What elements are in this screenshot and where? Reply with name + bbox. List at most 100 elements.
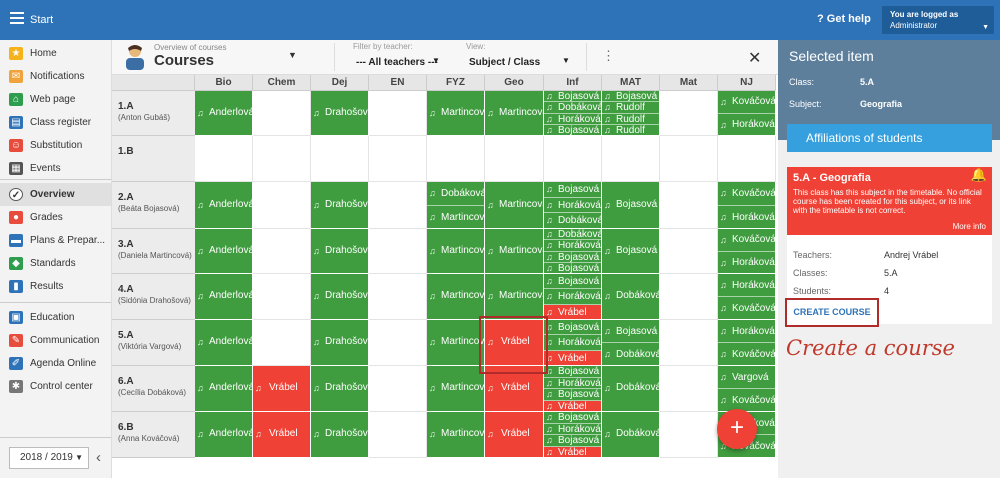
column-header[interactable]: NJ (718, 75, 776, 91)
course-cell[interactable]: ♫ Drahošová (311, 229, 369, 274)
view-select[interactable]: Subject / Class (469, 57, 541, 68)
course-cell[interactable]: ♫ Bojasová ♫ Horáková ♫ Vrábel (544, 320, 602, 366)
column-header[interactable]: Mat (660, 75, 718, 91)
teacher-entry[interactable]: ♫ Horáková (718, 252, 775, 274)
course-cell[interactable]: ♫ Dobáková (602, 274, 660, 320)
course-cell[interactable] (253, 229, 311, 274)
course-cell[interactable] (253, 274, 311, 320)
course-cell[interactable]: ♫ Martincová (427, 366, 485, 412)
teacher-entry[interactable]: ♫ Bojasová (544, 182, 601, 198)
course-cell[interactable]: ♫ Bojasová ♫ Dobáková (602, 320, 660, 366)
course-cell[interactable] (660, 412, 718, 458)
sidebar-item-education[interactable]: ▣ Education (0, 306, 111, 329)
teacher-entry[interactable]: ♫ Horáková (544, 114, 601, 125)
course-cell[interactable]: ♫ Dobáková ♫ Martincová (427, 182, 485, 229)
course-cell[interactable]: ♫ Anderlová (195, 229, 253, 274)
course-cell[interactable]: ♫ Vrábel (253, 412, 311, 458)
column-header[interactable]: Chem (253, 75, 311, 91)
column-header[interactable]: Bio (195, 75, 253, 91)
course-cell[interactable]: ♫ Horáková ♫ Kováčová (718, 274, 776, 320)
course-cell[interactable]: ♫ Drahošová (311, 274, 369, 320)
teacher-entry[interactable]: ♫ Bojasová (544, 366, 601, 378)
sidebar-item-class-register[interactable]: ▤ Class register (0, 111, 111, 134)
sidebar-item-home[interactable]: ★ Home (0, 42, 111, 65)
course-cell[interactable]: ♫ Drahošová (311, 182, 369, 229)
course-cell[interactable]: ♫ Vargová ♫ Kováčová (718, 366, 776, 412)
course-cell[interactable] (660, 320, 718, 366)
teacher-entry[interactable]: ♫ Dobáková (544, 213, 601, 228)
course-cell[interactable]: ♫ Martincová (485, 91, 544, 136)
course-cell[interactable] (369, 182, 427, 229)
user-menu[interactable]: You are logged as Administrator ▼ (882, 6, 994, 34)
teacher-entry[interactable]: ♫ Bojasová (602, 320, 659, 343)
course-cell[interactable] (253, 136, 311, 182)
course-cell[interactable] (544, 136, 602, 182)
teacher-entry[interactable]: ♫ Vrábel (544, 446, 601, 457)
teacher-entry[interactable]: ♫ Bojasová (544, 252, 601, 263)
column-header[interactable]: MAT (602, 75, 660, 91)
sidebar-item-communication[interactable]: ✎ Communication (0, 329, 111, 352)
teacher-entry[interactable]: ♫ Horáková (544, 424, 601, 435)
course-cell[interactable] (660, 91, 718, 136)
column-header[interactable]: EN (369, 75, 427, 91)
teacher-entry[interactable]: ♫ Horáková (544, 335, 601, 351)
add-course-button[interactable]: + (717, 409, 757, 449)
class-row-header[interactable]: 2.A (Beáta Bojasová) (112, 182, 195, 229)
teacher-entry[interactable]: ♫ Bojasová (544, 389, 601, 401)
teacher-entry[interactable]: ♫ Horáková (544, 289, 601, 305)
course-cell[interactable] (369, 366, 427, 412)
teacher-entry[interactable]: ♫ Kováčová (718, 389, 775, 411)
collapse-sidebar-icon[interactable]: ‹ (96, 449, 101, 466)
teacher-entry[interactable]: ♫ Vrábel (544, 304, 601, 319)
course-cell[interactable]: ♫ Anderlová (195, 91, 253, 136)
course-cell[interactable]: ♫ Martincová (427, 274, 485, 320)
course-cell[interactable] (195, 136, 253, 182)
teacher-entry[interactable]: ♫ Dobáková (544, 229, 601, 241)
sidebar-item-plans-prepar[interactable]: ▬ Plans & Prepar... (0, 229, 111, 252)
sidebar-item-notifications[interactable]: ✉ Notifications (0, 65, 111, 88)
teacher-entry[interactable]: ♫ Bojasová (544, 320, 601, 336)
sidebar-item-grades[interactable]: ● Grades (0, 206, 111, 229)
column-header[interactable]: Inf (544, 75, 602, 91)
course-cell[interactable]: ♫ Martincová (427, 320, 485, 366)
class-row-header[interactable]: 5.A (Viktória Vargová) (112, 320, 195, 366)
course-cell[interactable]: ♫ Kováčová ♫ Horáková (718, 229, 776, 274)
course-cell[interactable]: ♫ Dobáková (602, 366, 660, 412)
course-cell[interactable] (369, 91, 427, 136)
course-cell[interactable]: ♫ Martincová (485, 182, 544, 229)
course-cell[interactable]: ♫ Drahošová (311, 412, 369, 458)
column-header[interactable]: Dej (311, 75, 369, 91)
course-cell[interactable]: ♫ Drahošová (311, 91, 369, 136)
course-cell[interactable] (369, 229, 427, 274)
sidebar-item-control-center[interactable]: ✱ Control center (0, 375, 111, 398)
teacher-entry[interactable]: ♫ Horáková (544, 198, 601, 214)
teacher-entry[interactable]: ♫ Martincová (427, 206, 484, 229)
course-cell[interactable]: ♫ Bojasová ♫ Horáková ♫ Bojasová ♫ Vrábel (544, 366, 602, 412)
more-info-link[interactable]: More info (952, 222, 986, 231)
sidebar-item-standards[interactable]: ◆ Standards (0, 252, 111, 275)
course-cell[interactable]: ♫ Martincová (485, 274, 544, 320)
course-cell[interactable]: ♫ Bojasová ♫ Horáková ♫ Dobáková (544, 182, 602, 229)
affiliations-button[interactable]: Affiliations of students (787, 124, 992, 152)
create-course-button[interactable]: CREATE COURSE (785, 298, 879, 327)
course-cell[interactable]: ♫ Vrábel (485, 412, 544, 458)
teacher-entry[interactable]: ♫ Kováčová (718, 297, 775, 319)
course-cell[interactable] (369, 274, 427, 320)
course-cell[interactable] (660, 229, 718, 274)
teacher-entry[interactable]: ♫ Rudolf (602, 125, 659, 135)
close-icon[interactable]: ✕ (748, 50, 762, 67)
course-cell[interactable]: ♫ Kováčová ♫ Horáková (718, 91, 776, 136)
course-cell[interactable] (660, 274, 718, 320)
course-cell[interactable]: ♫ Vrábel (485, 320, 544, 366)
teacher-entry[interactable]: ♫ Dobáková (602, 343, 659, 365)
course-cell[interactable]: ♫ Bojasová (602, 182, 660, 229)
course-cell[interactable]: ♫ Drahošová (311, 366, 369, 412)
teacher-entry[interactable]: ♫ Kováčová (718, 435, 775, 457)
course-cell[interactable]: ♫ Anderlová (195, 366, 253, 412)
class-row-header[interactable]: 1.A (Anton Gubáš) (112, 91, 195, 136)
hamburger-menu-icon[interactable] (10, 12, 24, 24)
teacher-entry[interactable]: ♫ Vrábel (544, 400, 601, 411)
teacher-entry[interactable]: ♫ Horáková (718, 114, 775, 136)
course-cell[interactable]: ♫ Drahošová (311, 320, 369, 366)
course-cell[interactable] (311, 136, 369, 182)
